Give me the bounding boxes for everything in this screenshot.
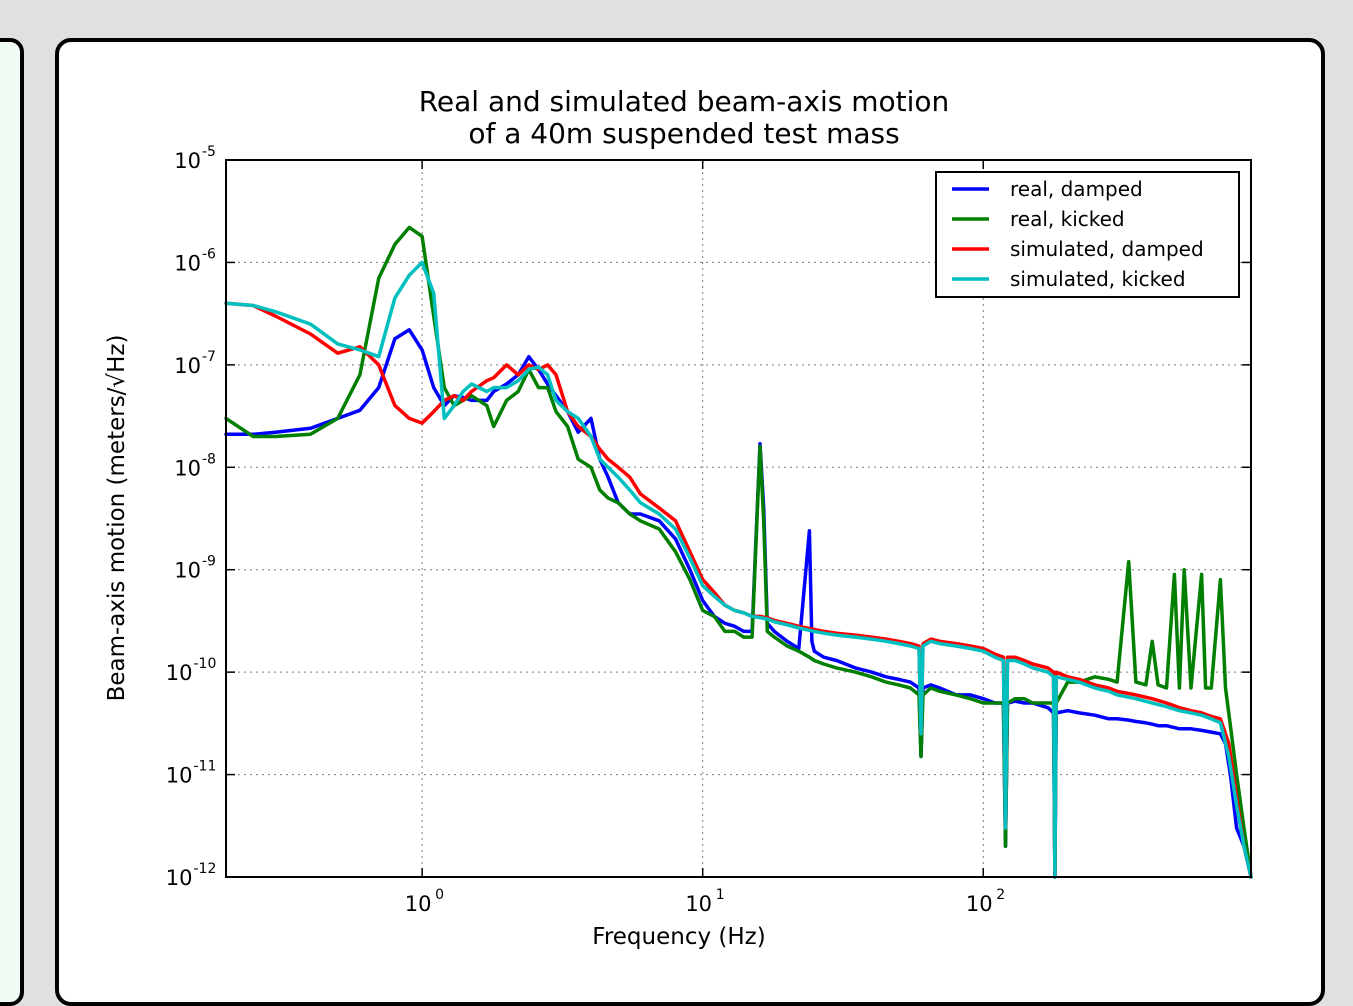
y-tick-label: 10 [166,866,193,890]
y-tick-label: 10 [166,764,193,788]
chart-panel: Real and simulated beam-axis motion of a… [55,38,1325,1006]
series-line [224,225,1253,879]
x-tick-label: 10 [405,892,432,916]
y-tick-exponent: -7 [202,349,216,365]
plot-lines [224,225,1253,879]
y-axis-label: Beam-axis motion (meters/√Hz) [104,335,130,702]
y-tick-exponent: -6 [202,246,216,262]
x-tick-label: 10 [966,892,993,916]
y-tick-exponent: -12 [194,861,217,877]
x-tick-label: 10 [685,892,712,916]
legend-label: simulated, damped [1010,237,1204,261]
y-tick-exponent: -11 [194,759,217,775]
legend-frame [935,171,1240,298]
legend-label: real, kicked [1010,207,1125,231]
y-tick-label: 10 [174,559,201,583]
y-tick-label: 10 [174,354,201,378]
left-side-panel [0,38,24,1006]
legend-label: real, damped [1010,177,1143,201]
plot-frame [225,159,1252,878]
legend-label: simulated, kicked [1010,267,1186,291]
y-tick-label: 10 [174,456,201,480]
y-tick-exponent: -8 [202,451,216,467]
x-tick-exponent: 0 [435,887,444,903]
y-tick-exponent: -10 [194,656,217,672]
y-tick-label: 10 [166,661,193,685]
y-tick-exponent: -5 [202,144,216,160]
legend: real, damped real, kicked simulated, dampe… [935,171,1240,298]
series-line [224,260,1253,879]
series-line [224,301,1253,879]
chart: Real and simulated beam-axis motion of a… [104,85,1253,950]
x-axis-label: Frequency (Hz) [592,924,765,950]
x-tick-exponent: 1 [716,887,725,903]
series-line [224,328,1253,879]
y-tick-label: 10 [174,149,201,173]
x-tick-exponent: 2 [996,887,1005,903]
y-tick-label: 10 [174,251,201,275]
y-tick-exponent: -9 [202,554,216,570]
chart-title-line-2: of a 40m suspended test mass [468,117,899,150]
chart-title-line-1: Real and simulated beam-axis motion [419,85,950,118]
